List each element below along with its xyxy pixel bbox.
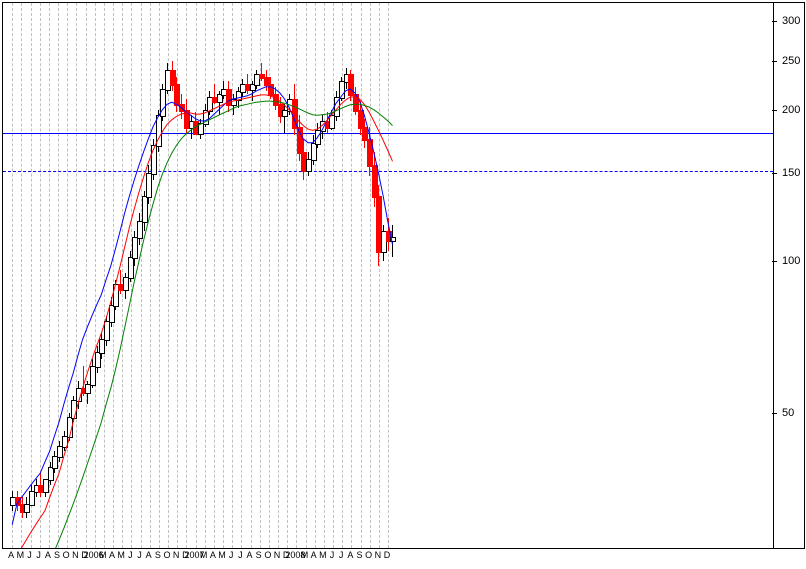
x-tick-label: J xyxy=(238,550,243,560)
x-tick-label: M xyxy=(117,550,125,560)
x-tick-label: D xyxy=(384,550,391,560)
y-axis: 300 250 200 150 100 50 xyxy=(772,2,805,549)
x-tick-label: O xyxy=(63,550,70,560)
x-tick-label: S xyxy=(356,550,362,560)
x-tick-label: N xyxy=(274,550,281,560)
x-tick-label: M xyxy=(218,550,226,560)
y-tick-label: 100 xyxy=(782,255,800,267)
x-tick-label: A xyxy=(246,550,252,560)
x-tick-label: O xyxy=(264,550,271,560)
y-tick-label: 50 xyxy=(782,407,794,419)
candlestick-chart: 300 250 200 150 100 50 AMJJASOND2006MAMJJASON… xyxy=(0,0,806,569)
x-axis: AMJJASOND2006MAMJJASOND2007MAMJJASOND200… xyxy=(2,547,772,567)
x-tick-label: O xyxy=(163,550,170,560)
x-tick-label: J xyxy=(36,550,41,560)
x-tick-label: A xyxy=(8,550,14,560)
x-tick-label: A xyxy=(45,550,51,560)
x-tick-label: J xyxy=(128,550,133,560)
x-tick-label: J xyxy=(229,550,234,560)
x-tick-label: A xyxy=(347,550,353,560)
x-tick-label: A xyxy=(109,550,115,560)
x-tick-label: S xyxy=(155,550,161,560)
plot-area xyxy=(2,2,774,549)
y-tick-label: 150 xyxy=(782,167,800,179)
x-tick-label: M xyxy=(17,550,25,560)
x-tick-label: J xyxy=(27,550,32,560)
ma200-line xyxy=(12,101,392,548)
x-tick-label: A xyxy=(146,550,152,560)
y-tick-label: 250 xyxy=(782,55,800,67)
x-tick-label: J xyxy=(330,550,335,560)
x-tick-label: S xyxy=(54,550,60,560)
ma-overlay xyxy=(3,3,773,548)
ma50-line xyxy=(12,87,392,525)
y-tick-label: 300 xyxy=(782,15,800,27)
x-tick-label: N xyxy=(173,550,180,560)
x-tick-label: N xyxy=(375,550,382,560)
x-tick-label: M xyxy=(301,550,309,560)
x-tick-label: M xyxy=(200,550,208,560)
x-tick-label: N xyxy=(72,550,79,560)
x-tick-label: S xyxy=(256,550,262,560)
x-tick-label: O xyxy=(365,550,372,560)
y-tick-label: 200 xyxy=(782,104,800,116)
x-tick-label: A xyxy=(311,550,317,560)
x-tick-label: A xyxy=(210,550,216,560)
ma100-line xyxy=(12,95,392,548)
x-tick-label: J xyxy=(137,550,142,560)
x-tick-label: M xyxy=(99,550,107,560)
x-tick-label: J xyxy=(339,550,344,560)
x-tick-label: M xyxy=(319,550,327,560)
